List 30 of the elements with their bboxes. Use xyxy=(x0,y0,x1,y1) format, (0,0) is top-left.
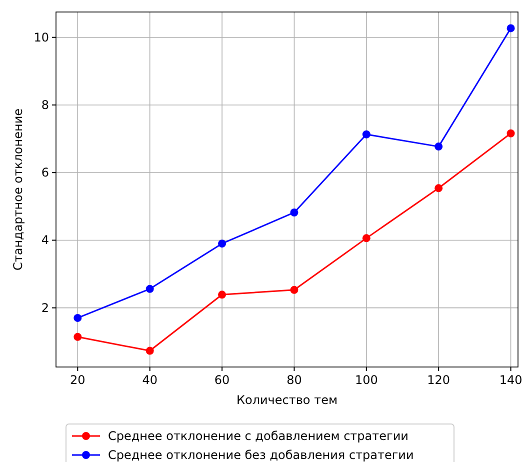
point xyxy=(74,332,82,341)
x-tick-label: 80 xyxy=(286,373,302,387)
y-tick-label: 6 xyxy=(41,166,49,180)
point xyxy=(74,314,82,322)
point xyxy=(434,142,443,151)
point xyxy=(362,234,370,242)
point xyxy=(362,130,370,138)
y-tick-label: 2 xyxy=(41,300,49,315)
x-tick-label: 100 xyxy=(354,373,378,387)
point xyxy=(290,286,298,294)
legend-label: Среднее отклонение без добавления стратегии xyxy=(108,448,414,462)
point xyxy=(434,184,443,192)
point xyxy=(218,290,226,299)
legend-label: Среднее отклонение с добавлением стратегии xyxy=(108,429,408,443)
y-tick-label: 8 xyxy=(41,98,49,112)
point xyxy=(218,240,226,248)
point xyxy=(506,129,515,138)
x-tick-label: 20 xyxy=(70,373,86,387)
point xyxy=(146,284,154,293)
point xyxy=(146,346,154,355)
point xyxy=(506,24,515,32)
x-tick-label: 140 xyxy=(499,373,522,387)
y-tick-label: 4 xyxy=(41,233,49,248)
y-tick-label: 10 xyxy=(34,30,49,44)
x-tick-label: 120 xyxy=(427,373,450,387)
x-tick-label: 60 xyxy=(214,373,230,387)
y-axis-title: Стандартное отклонение xyxy=(11,108,25,271)
x-axis-title: Количество тем xyxy=(236,393,338,407)
x-tick-label: 40 xyxy=(142,373,158,387)
point xyxy=(290,208,298,216)
